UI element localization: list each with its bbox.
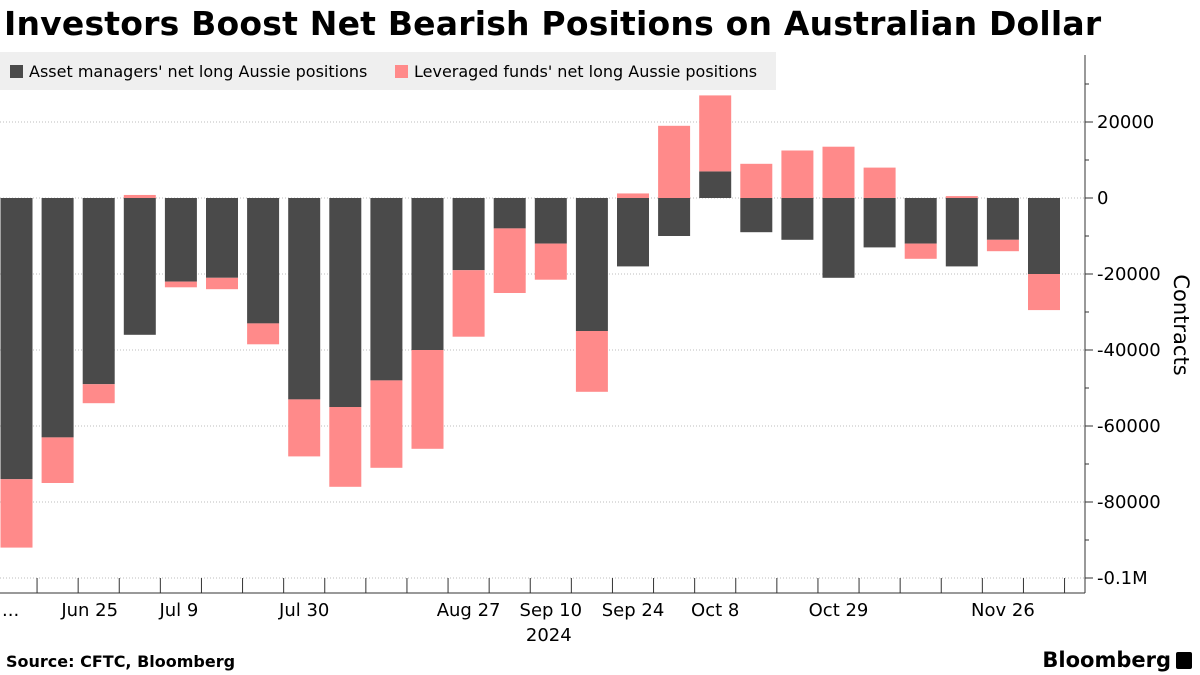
y-tick-label: 20000: [1097, 112, 1154, 133]
bar-leveraged-funds: [288, 399, 321, 457]
source-note: Source: CFTC, Bloomberg: [6, 652, 236, 671]
bar-asset-managers: [0, 198, 33, 480]
y-tick-label: -40000: [1097, 340, 1161, 361]
x-tick-label: Jun 25: [60, 600, 118, 621]
bar-asset-managers: [164, 198, 197, 282]
x-tick-label: Aug 27: [437, 600, 501, 621]
bar-asset-managers: [699, 171, 732, 198]
bar-leveraged-funds: [575, 331, 608, 392]
bar-asset-managers: [123, 198, 156, 335]
bar-leveraged-funds: [0, 479, 33, 548]
x-tick-label: Oct 8: [691, 600, 739, 621]
bar-asset-managers: [658, 198, 691, 236]
bloomberg-logo: Bloomberg: [1042, 648, 1192, 672]
bar-leveraged-funds: [617, 193, 649, 198]
bar-asset-managers: [411, 198, 444, 350]
bar-leveraged-funds: [945, 196, 978, 198]
x-tick-label: Sep 24: [602, 600, 665, 621]
bar-leveraged-funds: [123, 194, 156, 198]
y-axis-title: Contracts: [1169, 274, 1193, 375]
x-tick-label: Jul 30: [278, 600, 329, 621]
bar-asset-managers: [781, 198, 814, 240]
bar-asset-managers: [452, 198, 485, 271]
x-tick-label: Sep 10: [520, 600, 583, 621]
bar-leveraged-funds: [370, 380, 403, 468]
bar-asset-managers: [329, 198, 362, 407]
bar-asset-managers: [986, 198, 1019, 240]
y-tick-label: -0.1M: [1097, 568, 1148, 589]
bar-asset-managers: [822, 198, 855, 278]
bar-leveraged-funds: [247, 323, 280, 345]
x-tick-label: Jul 9: [158, 600, 198, 621]
y-tick-label: -60000: [1097, 416, 1161, 437]
bar-asset-managers: [206, 198, 238, 278]
bar-asset-managers: [740, 198, 773, 233]
bar-asset-managers: [575, 198, 608, 331]
bar-leveraged-funds: [452, 270, 485, 337]
bar-asset-managers: [617, 198, 649, 267]
legend-item-asset-managers: Asset managers' net long Aussie position…: [10, 52, 367, 90]
bar-asset-managers: [863, 198, 896, 248]
x-tick-label: ...: [2, 600, 19, 621]
bar-leveraged-funds: [658, 125, 691, 198]
bar-leveraged-funds: [206, 277, 238, 290]
chart-title: Investors Boost Net Bearish Positions on…: [4, 4, 1102, 43]
bloomberg-mark-icon: [1176, 651, 1192, 669]
bar-asset-managers: [945, 198, 978, 267]
bar-leveraged-funds: [863, 167, 896, 198]
legend-label-leveraged-funds: Leveraged funds' net long Aussie positio…: [414, 61, 758, 81]
bar-asset-managers: [534, 198, 567, 244]
x-tick-label: Oct 29: [809, 600, 869, 621]
bar-leveraged-funds: [699, 95, 732, 172]
legend-swatch-asset-managers: [10, 64, 23, 78]
legend-item-leveraged-funds: Leveraged funds' net long Aussie positio…: [395, 52, 757, 90]
bar-leveraged-funds: [329, 407, 362, 487]
bar-leveraged-funds: [82, 384, 115, 404]
bar-leveraged-funds: [493, 228, 526, 293]
bar-asset-managers: [41, 198, 74, 438]
bar-asset-managers: [1028, 198, 1060, 274]
y-tick-label: 0: [1097, 188, 1108, 209]
legend-label-asset-managers: Asset managers' net long Aussie position…: [29, 61, 368, 81]
y-tick-label: -80000: [1097, 492, 1161, 513]
legend: Asset managers' net long Aussie position…: [0, 52, 776, 90]
bar-leveraged-funds: [740, 163, 773, 198]
bar-asset-managers: [82, 198, 115, 385]
bar-asset-managers: [247, 198, 280, 324]
bar-leveraged-funds: [164, 281, 197, 288]
bar-asset-managers: [493, 198, 526, 229]
x-tick-label: Nov 26: [971, 600, 1035, 621]
bar-asset-managers: [288, 198, 321, 400]
bar-leveraged-funds: [904, 243, 937, 259]
bar-leveraged-funds: [986, 239, 1019, 252]
brand-text: Bloomberg: [1042, 648, 1171, 672]
legend-swatch-leveraged-funds: [395, 64, 408, 78]
bar-leveraged-funds: [41, 437, 74, 483]
bar-leveraged-funds: [534, 243, 567, 280]
bar-asset-managers: [370, 198, 403, 381]
bar-leveraged-funds: [781, 150, 814, 198]
bar-leveraged-funds: [1028, 274, 1060, 311]
bar-leveraged-funds: [411, 350, 444, 449]
x-year-label: 2024: [526, 625, 572, 646]
bar-asset-managers: [904, 198, 937, 244]
bar-leveraged-funds: [822, 146, 855, 198]
y-tick-label: -20000: [1097, 264, 1161, 285]
